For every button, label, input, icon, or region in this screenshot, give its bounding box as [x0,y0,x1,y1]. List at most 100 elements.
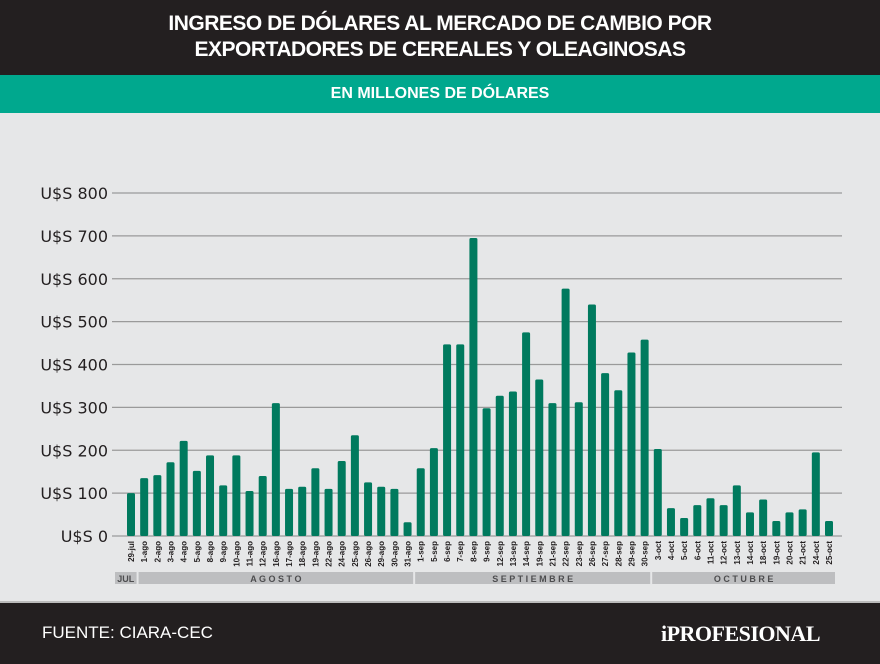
x-tick-label: 13-sep [509,541,518,566]
bar [508,391,517,536]
bar [258,475,267,536]
x-tick-label: 25-oct [825,541,834,565]
month-label: O C T U B R E [714,574,774,584]
x-tick-label: 26-sep [588,541,597,566]
bar [561,288,570,536]
bar [482,408,491,536]
bar [153,475,162,536]
x-tick-label: 24-oct [812,541,821,565]
bar [179,440,188,536]
x-tick-label: 4-ago [180,541,189,562]
bar [192,470,201,536]
x-tick-label: 13-oct [733,541,742,565]
x-tick-label: 21-oct [799,541,808,565]
bar [745,512,754,536]
x-tick-label: 25-ago [351,541,360,567]
chart-title: INGRESO DE DÓLARES AL MERCADO DE CAMBIO … [0,0,880,75]
bar [324,488,333,536]
x-tick-label: 28-sep [614,541,623,566]
x-tick-label: 6-sep [443,541,452,562]
month-band [115,572,137,584]
bar [785,512,794,536]
bar [706,498,715,536]
bar [456,344,465,536]
x-tick-label: 14-sep [522,541,531,566]
bar [601,373,610,536]
title-line-2: EXPORTADORES DE CEREALES Y OLEAGINOSAS [194,38,686,61]
bar [548,403,557,536]
y-tick-label: U$S 400 [40,356,108,375]
bar [232,455,241,536]
x-tick-label: 29-ago [377,541,386,567]
bar [535,379,544,536]
x-tick-label: 29-sep [627,541,636,566]
x-tick-label: 22-sep [562,541,571,566]
x-tick-label: 30-ago [390,541,399,567]
x-tick-label: 12-sep [496,541,505,566]
bar [443,344,452,536]
bar [271,403,280,536]
bar [285,488,294,536]
bar [522,332,531,536]
x-tick-label: 9-sep [483,541,492,562]
x-tick-label: 26-ago [364,541,373,567]
x-tick-label: 6-oct [693,541,702,560]
x-tick-label: 5-oct [680,541,689,560]
x-tick-label: 16-ago [272,541,281,567]
x-tick-label: 11-oct [706,541,715,564]
bar [640,339,649,536]
bar [140,478,149,536]
x-tick-label: 18-oct [759,541,768,565]
bar [377,486,386,536]
bar [772,520,781,536]
x-tick-label: 14-oct [746,541,755,565]
bar [574,402,583,536]
bar [416,468,425,536]
month-band [652,572,835,584]
month-band [415,572,651,584]
bar [219,485,228,536]
bar [719,505,728,536]
y-tick-label: U$S 500 [40,313,108,332]
x-tick-label: 19-sep [535,541,544,566]
bar [666,508,675,536]
x-tick-label: 23-sep [575,541,584,566]
bar [364,482,373,536]
bar [298,486,307,536]
bar [469,238,478,537]
y-tick-label: U$S 0 [61,527,108,546]
iprofesional-logo: iPROFESIONAL [660,621,821,646]
x-tick-label: 20-oct [785,541,794,565]
bar [825,520,833,536]
x-tick-label: 4-oct [667,541,676,560]
bar [245,490,254,536]
bar [653,448,662,536]
x-tick-label: 29-jul [127,541,136,562]
x-tick-label: 7-sep [456,541,465,562]
y-tick-label: U$S 600 [40,270,108,289]
x-tick-label: 8-ago [206,541,215,562]
x-tick-label: 5-ago [193,541,202,562]
x-tick-label: 12-oct [720,541,729,565]
x-tick-label: 30-sep [641,541,650,566]
chart-subtitle: EN MILLONES DE DÓLARES [0,75,880,113]
bar [127,493,135,536]
bar [390,488,399,536]
x-tick-label: 5-sep [430,541,439,562]
x-tick-label: 22-ago [325,541,334,567]
bar [614,390,623,536]
bar [693,505,702,536]
x-tick-label: 10-ago [232,541,241,567]
bar [732,485,741,536]
x-tick-label: 24-ago [338,541,347,567]
x-tick-label: 3-oct [654,541,663,560]
bar [627,352,636,536]
bar [206,455,215,536]
x-tick-label: 9-ago [219,541,228,562]
x-tick-label: 27-sep [601,541,610,566]
x-tick-label: 12-ago [259,541,268,567]
bar [495,395,504,536]
bar [403,522,412,536]
x-tick-label: 3-ago [167,541,176,562]
bar [350,435,359,536]
